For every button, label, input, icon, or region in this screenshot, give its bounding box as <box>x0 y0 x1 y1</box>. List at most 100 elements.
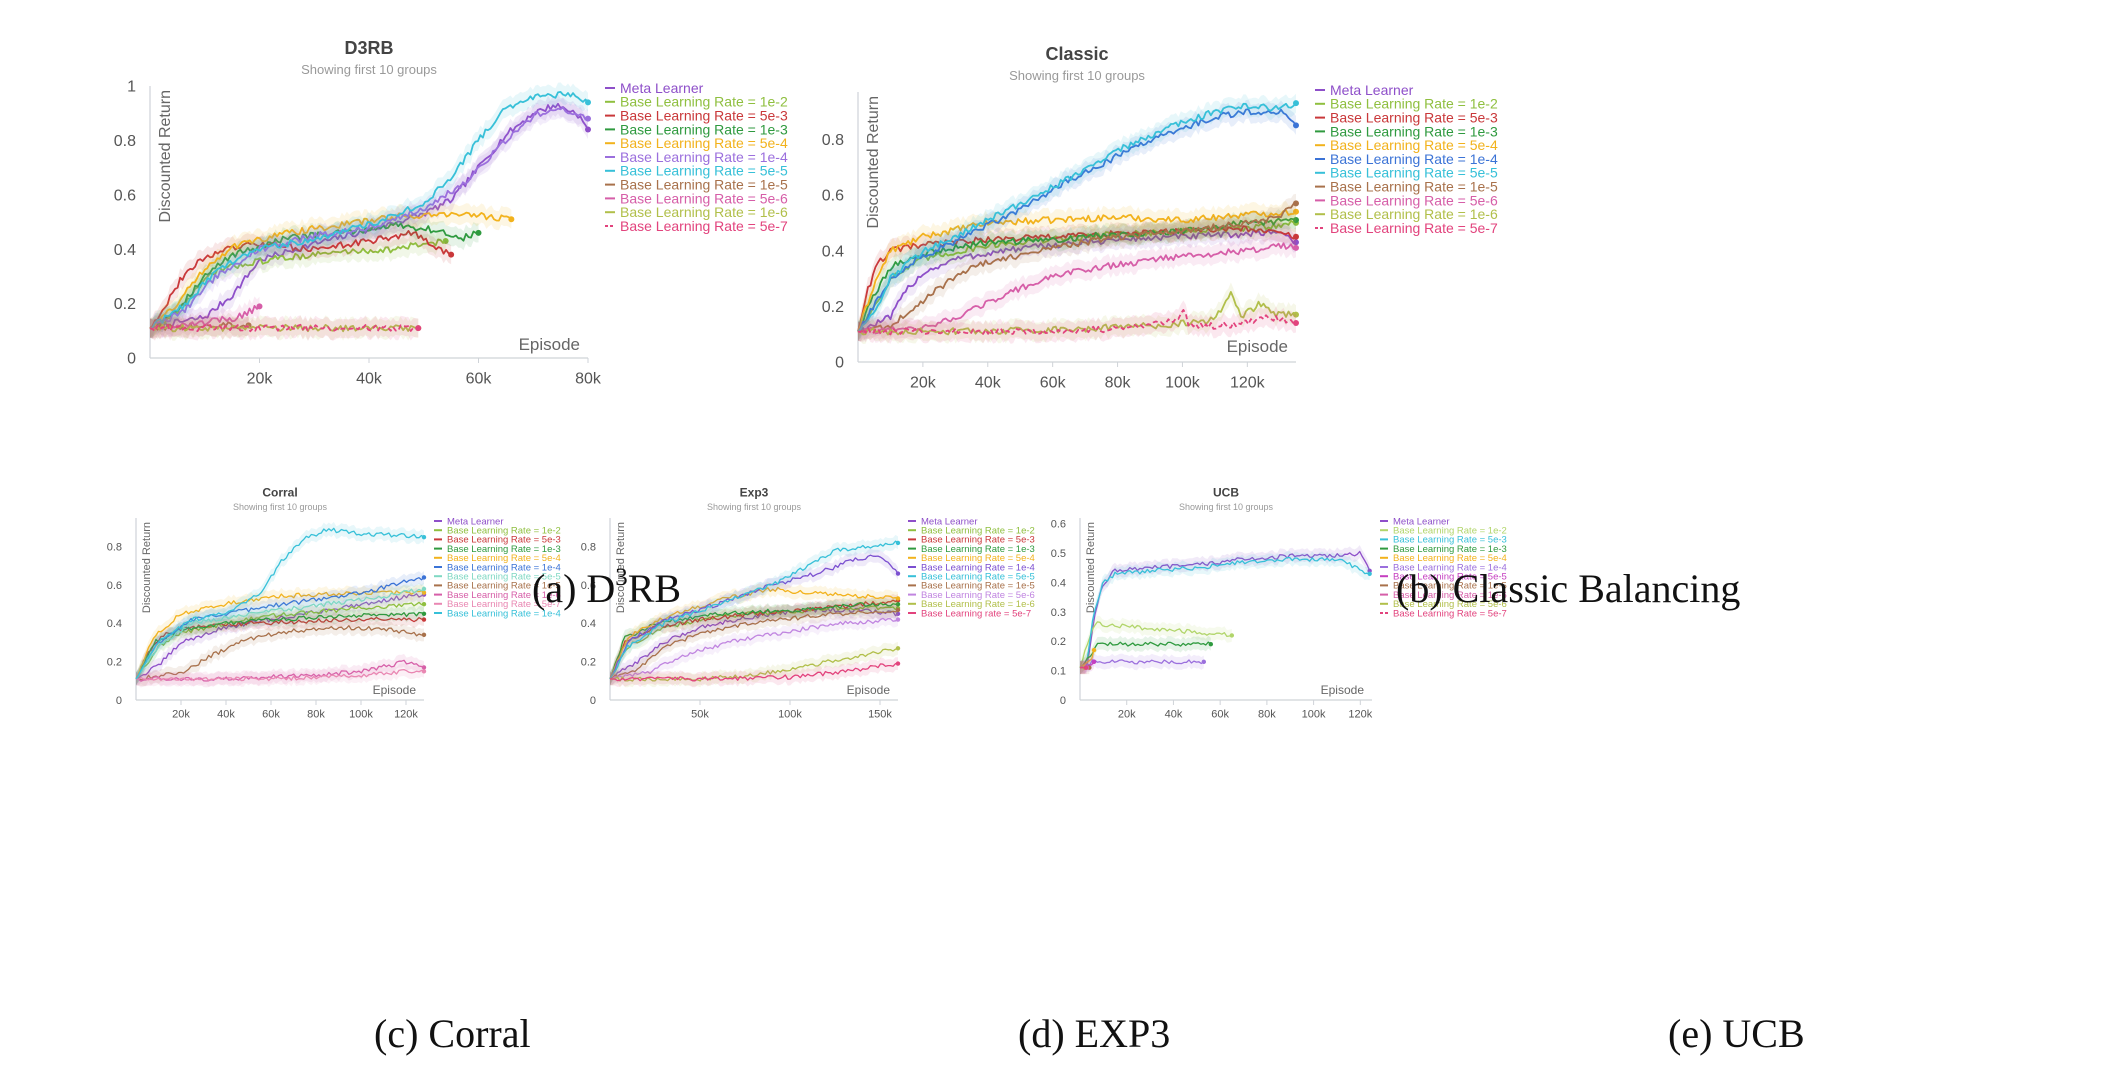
x-tick-label: 60k <box>466 371 493 388</box>
series-end-point <box>1091 647 1097 653</box>
chart-title: Corral <box>262 486 297 500</box>
series-line <box>135 527 425 680</box>
series-band <box>858 233 1296 343</box>
series-band <box>150 203 512 338</box>
series-base-learning-rate-1e-3 <box>1079 635 1214 675</box>
y-tick-label: 0.2 <box>822 299 844 316</box>
y-axis-label: Discounted Return <box>615 522 627 613</box>
chart-exp3-svg: Exp3 Showing first 10 groups 0 0.2 0.4 0.6 0.8… <box>581 486 1035 721</box>
legend-label: Base Learning Rate = 1e-4 <box>1393 562 1507 573</box>
series-line <box>857 202 1297 333</box>
series-end-point <box>1293 100 1299 107</box>
legend-label: Base Learning Rate = 1e-4 <box>921 562 1035 573</box>
series-end-point <box>1293 233 1299 240</box>
series-end-point <box>421 602 427 607</box>
y-tick-label: 0.6 <box>114 187 136 204</box>
x-axis-label: Episode <box>1321 683 1365 697</box>
series-base-learning-rate-1e-4 <box>1079 653 1207 675</box>
series-band <box>1080 653 1204 675</box>
series-line <box>149 230 452 329</box>
series-band <box>150 94 588 339</box>
series-end-point <box>1201 659 1207 665</box>
chart-d3rb-svg: D3RB Showing first 10 groups 0 0.2 0.4 0.6 0.8… <box>114 38 788 388</box>
caption-exp3: (d) EXP3 <box>1018 1011 1171 1056</box>
series-base-learning-rate-1e-4 <box>150 98 591 338</box>
series-end-point <box>1208 642 1214 647</box>
series-end-point <box>421 665 427 670</box>
series-band <box>136 521 424 686</box>
legend-label: Base Learning Rate = 5e-4 <box>1393 553 1507 564</box>
chart-subtitle: Showing first 10 groups <box>1179 502 1274 512</box>
legend-label: Base Learning Rate = 5e-7 <box>620 218 788 234</box>
legend-label: Base Learning Rate = 5e-3 <box>1330 110 1498 126</box>
series-end-point <box>895 611 901 616</box>
legend-label: Base Learning Rate = 1e-2 <box>447 526 561 537</box>
chart-classic-svg: Classic Showing first 10 groups 0 0.2 0.4 0.6… <box>822 44 1498 392</box>
x-tick-label: 80k <box>1105 375 1132 392</box>
series-base-learning-rate-5e-6 <box>609 612 901 686</box>
series-band <box>136 571 424 686</box>
caption-d3rb-sup: 3 <box>615 564 628 592</box>
legend-label: Base Learning Rate = 5e-4 <box>447 553 561 564</box>
series-line <box>135 576 425 680</box>
series-band <box>150 221 452 338</box>
legend-label: Base Learning Rate = 5e-5 <box>921 572 1035 583</box>
series-base-learning-rate-1e-4 <box>857 99 1299 341</box>
legend-label: Base Learning Rate = 1e-3 <box>1330 123 1498 139</box>
legend-label: Base Learning Rate = 5e-6 <box>1393 599 1507 610</box>
legend-label: Base Learning Rate = 5e-5 <box>1393 572 1507 583</box>
legend-label: Base Learning Rate = 1e-5 <box>1393 581 1507 592</box>
y-tick-label: 0.5 <box>1051 548 1066 560</box>
caption-classic: (b) Classic Balancing <box>1396 566 1741 611</box>
series-end-point <box>475 229 482 236</box>
chart-subtitle: Showing first 10 groups <box>707 502 802 512</box>
chart-corral: Corral Showing first 10 groups 0 0.2 0.4 0.6 0… <box>0 486 740 1010</box>
y-tick-label: 0 <box>1060 695 1066 707</box>
x-tick-label: 20k <box>1118 709 1136 721</box>
series-line <box>609 601 899 680</box>
x-tick-label: 100k <box>349 709 373 721</box>
series-end-point <box>585 99 591 106</box>
series-base-learning-rate-1e-5 <box>609 603 901 686</box>
chart-corral-svg: Corral Showing first 10 groups 0 0.2 0.4 0.6 0… <box>107 486 561 721</box>
series-band <box>610 641 898 688</box>
series-end-point <box>421 669 427 674</box>
y-tick-label: 0.8 <box>114 133 136 150</box>
legend-label: Base Learning Rate = 5e-3 <box>620 108 788 124</box>
legend-label: Base Learning Rate = 1e-6 <box>921 599 1035 610</box>
y-tick-label: 0.6 <box>822 188 844 205</box>
x-tick-label: 20k <box>910 375 937 392</box>
series-band <box>1080 615 1232 675</box>
legend-label: Base Learning Rate = 1e-4 <box>447 562 561 573</box>
x-tick-label: 40k <box>217 709 235 721</box>
series-base-learning-rate-1e-3 <box>135 606 427 686</box>
series-base-learning-rate-5e-5 <box>149 82 591 338</box>
plot-area: D3RB Showing first 10 groups 0 0.2 0.4 0.6 0.8… <box>114 38 788 388</box>
series-base-learning-rate-5e-6 <box>857 233 1299 343</box>
x-axis-label: Episode <box>847 683 891 697</box>
plot-area: Classic Showing first 10 groups 0 0.2 0.4 0.6… <box>822 44 1498 392</box>
series-base-learning-rate-5e-3 <box>149 221 455 338</box>
series-base-learning-rate-1e-2 <box>1079 615 1235 675</box>
x-tick-label: 150k <box>868 709 892 721</box>
caption-ucb: (e) UCB <box>1668 1011 1805 1056</box>
series-end-point <box>421 590 427 595</box>
series-end-point <box>442 238 449 245</box>
x-tick-label: 20k <box>172 709 190 721</box>
y-tick-label: 0.2 <box>107 657 122 669</box>
series-base-learning-rate-1e-4 <box>135 571 427 686</box>
series-end-point <box>1293 200 1299 207</box>
series-line <box>857 242 1297 335</box>
y-tick-label: 0.3 <box>1051 607 1066 619</box>
legend-label: Meta Learner <box>1393 516 1450 527</box>
series-band <box>136 584 424 686</box>
legend-label: Base Learning rate = 5e-7 <box>921 608 1031 619</box>
chart-title: Exp3 <box>740 486 769 500</box>
chart-d3rb: D3RB Showing first 10 groups 0 0.2 0.4 0.6 0.8… <box>0 0 1055 640</box>
series-end-point <box>1367 571 1372 576</box>
chart-ucb-svg: UCB Showing first 10 groups 0 0.1 0.2 0.3 0.4 0… <box>1051 486 1507 721</box>
series-band <box>858 193 1296 342</box>
x-tick-label: 40k <box>1165 709 1183 721</box>
legend-label: Base Learning Rate = 5e-5 <box>447 572 561 583</box>
x-axis-label: Episode <box>373 683 417 697</box>
